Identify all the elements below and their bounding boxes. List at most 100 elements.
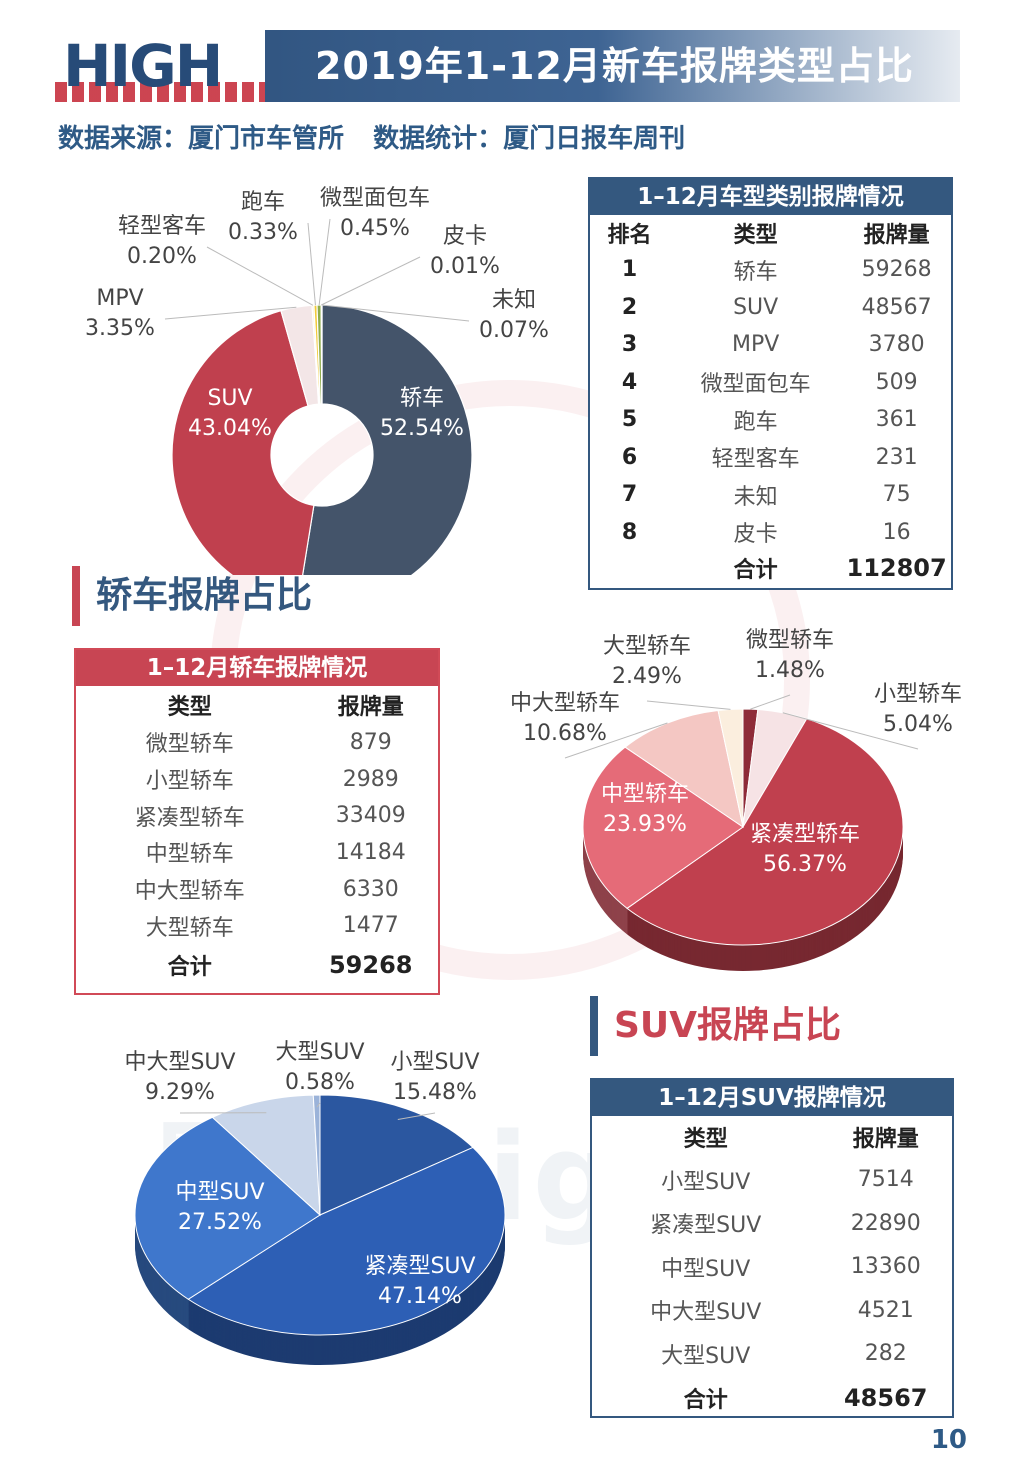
table-cell: 4521 <box>857 1297 914 1323</box>
table-row: 大型轿车 1477 <box>76 907 438 944</box>
leader-line <box>646 700 731 710</box>
pie-label: 52.54% <box>380 416 464 441</box>
col-header-count: 报牌量 <box>863 223 930 248</box>
table-total-row: 合计 112807 <box>590 551 951 585</box>
pie-slice-0 <box>302 304 473 575</box>
table-row: 中大型轿车 6330 <box>76 871 438 908</box>
sedan-table: 1–12月轿车报牌情况 类型 报牌量 微型轿车 879 小型轿车 2989 紧凑型轿车 3… <box>74 648 440 995</box>
source-line: 数据来源：厦门市车管所 数据统计：厦门日报车周刊 <box>58 118 705 155</box>
pie-label: 大型轿车 <box>603 634 691 659</box>
vehicle-type-table: 1–12月车型类别报牌情况 排名 类型 报牌量 1 轿车 59268 2 SUV 4856… <box>588 177 953 590</box>
leader-line <box>750 694 791 710</box>
pie-slice-1 <box>187 1146 506 1336</box>
total-value: 59268 <box>328 951 413 980</box>
suv-section-heading: SUV报牌占比 <box>590 996 841 1056</box>
leader-line <box>307 222 316 306</box>
table-cell: 8 <box>621 519 638 545</box>
table-row: 3 MPV 3780 <box>590 326 951 364</box>
pie-slice-3 <box>582 746 744 909</box>
table-cell: 1477 <box>342 913 399 939</box>
table-cell: 中型轿车 <box>145 842 234 868</box>
table-total-row: 合计 59268 <box>76 944 438 986</box>
logo-stripe <box>55 82 265 102</box>
pie-slice-2 <box>134 1116 321 1300</box>
table-cell: 14184 <box>335 839 406 865</box>
vehicle-type-donut-chart: 轿车 52.54% SUV 43.04% MPV 3.35% 轻型客车 0.20% 跑车 0.33… <box>85 186 549 575</box>
pie-label: 3.35% <box>85 316 155 341</box>
pie-label: 小型SUV <box>390 1050 479 1075</box>
table-cell: 小型SUV <box>661 1169 751 1195</box>
table-row: 7 未知 75 <box>590 476 951 514</box>
table-cell: 22890 <box>850 1210 921 1236</box>
pie-label: 跑车 <box>241 190 285 215</box>
pie-label: 27.52% <box>178 1210 262 1235</box>
table-body: 1 轿车 59268 2 SUV 48567 3 MPV 3780 4 微型面包车 509 5 跑车 361… <box>590 251 951 551</box>
pie-label: 56.37% <box>763 852 847 877</box>
pie-label: 0.07% <box>479 318 549 343</box>
table-cell: 微型面包车 <box>700 372 811 398</box>
table-cell: 879 <box>349 729 392 755</box>
pie-label: 5.04% <box>883 712 953 737</box>
table-cell: 大型轿车 <box>145 915 234 941</box>
pie-label: 43.04% <box>188 416 272 441</box>
pie-label: 0.58% <box>285 1070 355 1095</box>
pie-slice-4 <box>624 709 744 829</box>
table-cell: SUV <box>733 294 779 320</box>
col-header-count: 报牌量 <box>337 695 404 720</box>
sedan-section-heading: 轿车报牌占比 <box>72 566 312 626</box>
table-header-row: 排名 类型 报牌量 <box>590 215 951 251</box>
leader-line <box>318 218 331 306</box>
suv-table: 1–12月SUV报牌情况 类型 报牌量 小型SUV 7514 紧凑型SUV 22890… <box>590 1078 954 1418</box>
pie-label: 大型SUV <box>275 1040 364 1065</box>
total-value: 112807 <box>846 554 947 582</box>
col-header-count: 报牌量 <box>852 1127 919 1152</box>
leader-line <box>397 1112 436 1121</box>
table-row: 1 轿车 59268 <box>590 251 951 289</box>
table-cell: 13360 <box>850 1254 921 1280</box>
table-cell: 16 <box>882 519 911 545</box>
table-cell: 大型SUV <box>661 1343 751 1369</box>
pie-label: 轻型客车 <box>118 214 206 239</box>
pie-label: 0.45% <box>340 216 410 241</box>
table-cell: 紧凑型轿车 <box>134 805 245 831</box>
pie-label: MPV <box>96 286 143 311</box>
pie-label: SUV <box>207 386 252 411</box>
table-cell: 2989 <box>342 766 399 792</box>
table-cell: MPV <box>732 332 780 358</box>
table-cell: 1 <box>621 257 638 283</box>
table-cell: 微型轿车 <box>145 732 234 758</box>
pie-label: 0.20% <box>127 244 197 269</box>
table-body: 小型SUV 7514 紧凑型SUV 22890 中型SUV 13360 中大型SUV 4521… <box>592 1158 952 1376</box>
pie-label: 15.48% <box>393 1080 477 1105</box>
table-title: 1–12月车型类别报牌情况 <box>590 179 951 215</box>
pie-label: 轿车 <box>400 386 444 411</box>
leader-line <box>782 712 919 750</box>
table-row: 大型SUV 282 <box>592 1332 952 1376</box>
table-cell: 7514 <box>857 1167 914 1193</box>
table-header-row: 类型 报牌量 <box>76 686 438 724</box>
table-cell: 皮卡 <box>733 522 778 548</box>
page-title: 2019年1-12月新车报牌类型占比 <box>315 44 914 88</box>
table-cell: 282 <box>864 1341 907 1367</box>
col-header-type: 类型 <box>683 1127 728 1152</box>
table-row: 4 微型面包车 509 <box>590 364 951 402</box>
table-cell: 33409 <box>335 803 406 829</box>
pie-label: 0.33% <box>228 220 298 245</box>
table-total-row: 合计 48567 <box>592 1376 952 1420</box>
sedan-3d-pie-chart: 紧凑型轿车 56.37% 中型轿车 23.93% 微型轿车 1.48% 小型轿车 5.04% 中… <box>510 628 962 971</box>
leader-line <box>321 256 421 306</box>
table-cell: 2 <box>621 294 638 320</box>
table-cell: 6 <box>621 444 638 470</box>
pie-label: 2.49% <box>612 664 682 689</box>
table-cell: 231 <box>875 444 918 470</box>
pie-label: 中大型轿车 <box>510 691 620 716</box>
table-cell: 361 <box>875 407 918 433</box>
table-row: 中型SUV 13360 <box>592 1245 952 1289</box>
leader-line <box>321 304 470 322</box>
pie-slice-4 <box>312 1094 321 1216</box>
leader-line <box>164 306 297 320</box>
logo-text: HIGH <box>63 32 223 100</box>
table-cell: 6330 <box>342 876 399 902</box>
table-row: 6 轻型客车 231 <box>590 439 951 477</box>
table-cell: 4 <box>621 369 638 395</box>
